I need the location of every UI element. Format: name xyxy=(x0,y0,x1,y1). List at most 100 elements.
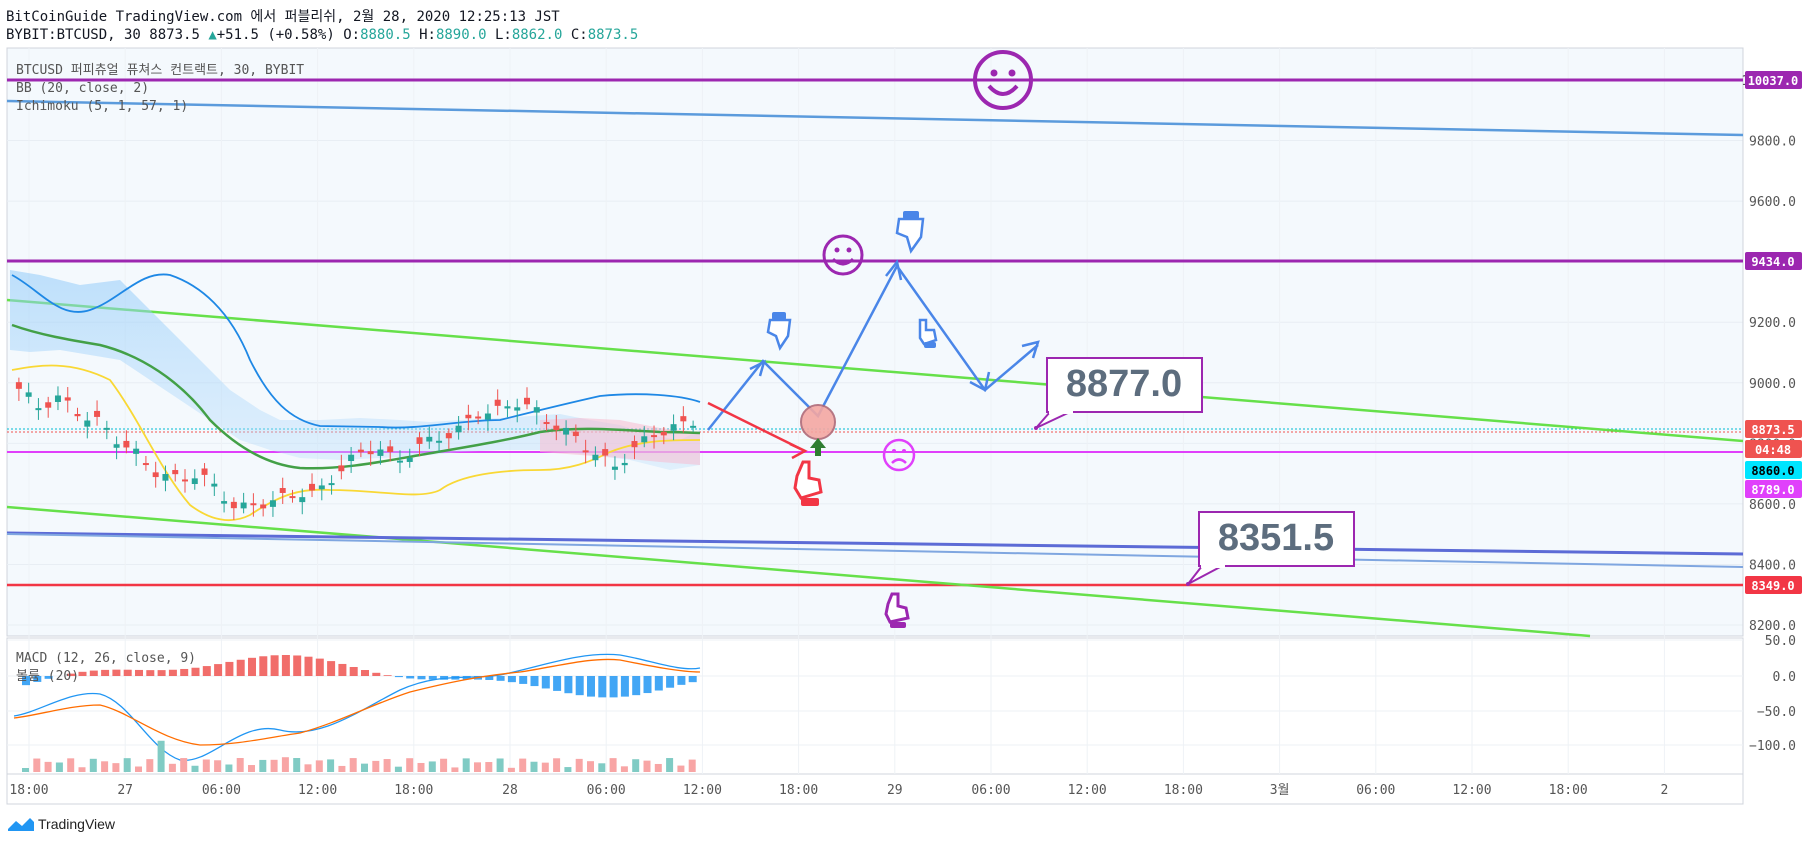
candle-body xyxy=(182,479,188,482)
macd-bar xyxy=(112,669,121,676)
time-tick-10: 06:00 xyxy=(971,783,1010,798)
volume-bar xyxy=(643,760,651,772)
trend-line-upper-green[interactable] xyxy=(6,298,1744,443)
candle-body xyxy=(201,468,208,475)
svg-text:8349.0: 8349.0 xyxy=(1751,579,1794,593)
price-label-4: 8860.0 xyxy=(1745,461,1802,479)
callout-8877[interactable]: 8877.0 xyxy=(1034,357,1203,430)
candle-body xyxy=(191,478,198,485)
volume-bar xyxy=(67,758,75,772)
macd-bar xyxy=(67,673,76,676)
candle-body xyxy=(611,466,618,470)
arrowhead-4 xyxy=(1021,340,1040,359)
macd-bar xyxy=(123,669,132,676)
macd-bar xyxy=(394,676,403,678)
candle-body xyxy=(25,392,32,397)
volume-bar xyxy=(383,759,391,772)
volume-bar xyxy=(485,762,493,772)
macd-bar xyxy=(428,676,437,680)
macd-bar xyxy=(372,672,381,676)
legend-ichimoku: Ichimoku (5, 1, 57, 1) xyxy=(16,99,188,114)
bb-basis xyxy=(11,323,701,470)
macd-bar xyxy=(259,656,268,676)
macd-bar xyxy=(101,669,110,676)
volume-bar xyxy=(33,758,41,772)
macd-bar xyxy=(248,657,256,676)
volume-bar xyxy=(44,761,52,772)
volume-bar xyxy=(688,759,696,772)
price-label-5: 8789.0 xyxy=(1745,480,1802,498)
macd-bar xyxy=(22,676,30,686)
volume-bar xyxy=(315,760,323,772)
svg-text:8860.0: 8860.0 xyxy=(1751,464,1794,478)
candle-body xyxy=(465,414,472,419)
arrowhead-2 xyxy=(885,259,903,281)
candle-body xyxy=(592,454,599,461)
macd-pane[interactable] xyxy=(6,637,1744,775)
time-tick-9: 29 xyxy=(887,783,903,798)
macd-bar xyxy=(146,670,155,676)
volume-bar xyxy=(598,763,606,772)
candle-body xyxy=(328,483,335,486)
macd-bar xyxy=(191,667,200,676)
volume-bar xyxy=(440,758,448,772)
time-tick-4: 18:00 xyxy=(394,783,433,798)
price-tick-4: 9200.0 xyxy=(1749,316,1796,331)
bearish-arrowhead xyxy=(789,442,808,460)
macd-bar xyxy=(383,675,392,676)
candle-body xyxy=(35,408,42,411)
macd-bar xyxy=(553,676,562,691)
macd-tick-1: 0.0 xyxy=(1773,670,1796,685)
price-axis: 10000.09800.09600.09400.09200.09000.0880… xyxy=(1741,48,1796,636)
time-tick-3: 12:00 xyxy=(298,783,337,798)
tradingview-logo-icon xyxy=(8,818,34,831)
volume-bar xyxy=(349,758,357,772)
time-axis: 18:00 27 06:00 12:00 18:00 28 06:00 12:00 18:00 2… xyxy=(9,783,1668,798)
price-tick-8: 8400.0 xyxy=(1749,558,1796,573)
candle-body xyxy=(152,472,159,478)
macd-bar xyxy=(202,666,211,676)
low-value: 8862.0 xyxy=(511,27,563,43)
price-pane[interactable] xyxy=(6,47,1744,637)
projection-path xyxy=(707,263,1039,431)
macd-tick-3: −100.0 xyxy=(1749,739,1796,754)
candle-body xyxy=(172,470,179,475)
candle-body xyxy=(631,441,638,448)
trend-line-lower-indigo[interactable] xyxy=(6,531,1744,556)
macd-bar xyxy=(417,676,426,680)
trend-line-lower-blue[interactable] xyxy=(6,533,1744,568)
legend-bb: BB (20, close, 2) xyxy=(16,81,149,96)
volume-bar xyxy=(293,758,301,772)
candle-body xyxy=(455,425,462,433)
volume-bar xyxy=(632,759,640,772)
volume-bar xyxy=(372,760,380,772)
trend-line-upper-blue[interactable] xyxy=(6,99,1744,137)
candle-body xyxy=(348,454,355,462)
volume-bar xyxy=(530,761,538,772)
candles xyxy=(15,377,697,520)
trend-line-lower-green[interactable] xyxy=(6,505,1591,638)
macd-bar xyxy=(157,670,166,676)
volume-bar xyxy=(202,759,210,772)
candle-body xyxy=(309,483,316,491)
macd-bar xyxy=(89,670,98,676)
volume-bar xyxy=(78,767,86,772)
candle-body xyxy=(641,436,648,443)
macd-bar xyxy=(180,668,189,676)
candle-body xyxy=(524,397,530,405)
brand[interactable]: TradingView xyxy=(8,816,115,832)
volume-bar xyxy=(191,765,199,772)
macd-bar xyxy=(236,659,245,676)
macd-axis: 50.0 0.0 −50.0 −100.0 xyxy=(1749,634,1796,754)
callout-8351[interactable]: 8351.5 xyxy=(1186,511,1355,586)
frown-icon xyxy=(882,438,916,472)
macd-bar xyxy=(135,669,143,676)
macd-bar xyxy=(575,676,584,696)
bb-lower xyxy=(11,364,701,522)
hand-pointing-down-icon-2 xyxy=(895,211,925,254)
volume-bar xyxy=(519,758,527,772)
candle-body xyxy=(602,449,609,456)
grid xyxy=(7,48,1743,774)
time-axis-strip[interactable] xyxy=(6,773,1744,805)
